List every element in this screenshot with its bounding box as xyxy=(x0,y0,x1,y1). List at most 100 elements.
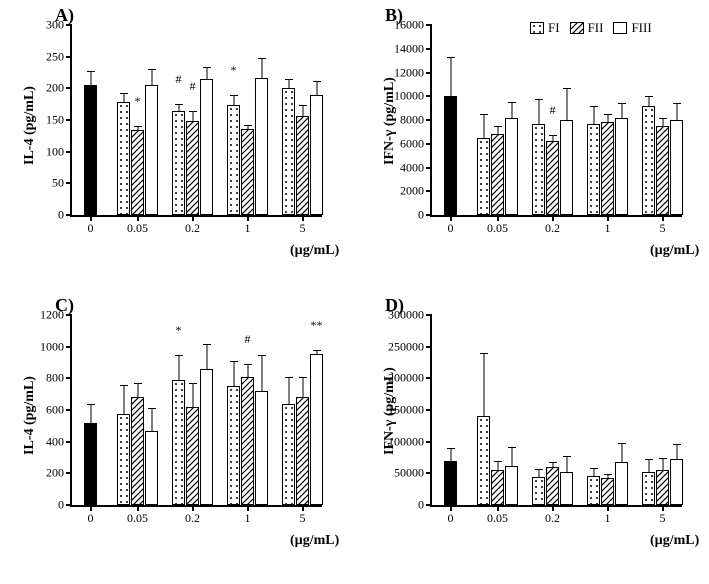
error-bar xyxy=(123,93,124,102)
error-bar xyxy=(662,458,663,471)
x-tick-label: 0.05 xyxy=(487,505,508,526)
y-tick-label: 1000 xyxy=(40,339,72,354)
error-cap xyxy=(480,353,488,354)
bar xyxy=(656,470,669,505)
error-bar xyxy=(593,106,594,124)
x-tick-label: 5 xyxy=(660,215,666,236)
error-cap xyxy=(189,111,197,112)
y-tick-label: 2000 xyxy=(400,184,432,199)
bar xyxy=(131,130,144,215)
bar xyxy=(560,472,573,505)
error-cap xyxy=(563,88,571,89)
error-bar xyxy=(566,456,567,472)
error-bar xyxy=(192,111,193,121)
error-bar xyxy=(621,103,622,117)
error-cap xyxy=(535,99,543,100)
bar xyxy=(200,369,213,505)
bar xyxy=(601,122,614,215)
bar xyxy=(546,141,559,215)
significance-mark: # xyxy=(190,79,196,94)
x-tick-label: 0 xyxy=(88,215,94,236)
bar xyxy=(670,459,683,505)
bar xyxy=(117,102,130,215)
bar xyxy=(186,121,199,215)
y-tick-label: 100 xyxy=(46,144,72,159)
y-tick-label: 14000 xyxy=(394,41,432,56)
bar xyxy=(505,466,518,505)
y-tick-label: 0 xyxy=(418,498,432,513)
error-bar xyxy=(566,88,567,120)
error-cap xyxy=(134,126,142,127)
y-tick-label: 800 xyxy=(46,371,72,386)
error-bar xyxy=(483,353,484,416)
error-bar xyxy=(302,105,303,116)
error-bar xyxy=(123,385,124,414)
error-cap xyxy=(604,114,612,115)
bar xyxy=(186,407,199,505)
y-tick-label: 50 xyxy=(52,176,72,191)
error-cap xyxy=(549,135,557,136)
significance-mark: * xyxy=(231,63,237,78)
error-cap xyxy=(120,93,128,94)
bar xyxy=(656,126,669,215)
error-bar xyxy=(662,118,663,126)
bar xyxy=(145,85,158,215)
legend-swatch xyxy=(613,22,627,34)
error-cap xyxy=(148,69,156,70)
bar xyxy=(560,120,573,215)
error-bar xyxy=(261,355,262,391)
error-cap xyxy=(549,462,557,463)
error-cap xyxy=(244,125,252,126)
bar xyxy=(642,106,655,215)
y-tick-label: 12000 xyxy=(394,65,432,80)
error-bar xyxy=(151,408,152,430)
significance-mark: * xyxy=(176,323,182,338)
error-bar xyxy=(206,344,207,369)
y-tick-label: 600 xyxy=(46,403,72,418)
x-tick-label: 5 xyxy=(660,505,666,526)
bar xyxy=(587,476,600,505)
y-tick-label: 250000 xyxy=(388,339,432,354)
x-tick-label: 1 xyxy=(605,505,611,526)
x-tick-label: 0.05 xyxy=(127,215,148,236)
y-tick-label: 10000 xyxy=(394,89,432,104)
error-bar xyxy=(621,443,622,462)
error-cap xyxy=(120,385,128,386)
error-cap xyxy=(134,383,142,384)
bar xyxy=(255,391,268,505)
error-cap xyxy=(480,114,488,115)
error-cap xyxy=(447,448,455,449)
bar xyxy=(117,414,130,505)
y-tick-label: 0 xyxy=(58,498,72,513)
bar xyxy=(282,88,295,215)
significance-mark: ** xyxy=(311,318,323,333)
y-tick-label: 400 xyxy=(46,434,72,449)
error-cap xyxy=(258,58,266,59)
significance-mark: * xyxy=(135,94,141,109)
x-tick-label: 0 xyxy=(448,215,454,236)
error-bar xyxy=(648,459,649,472)
x-tick-label: 0.05 xyxy=(127,505,148,526)
x-axis-unit-d: (µg/mL) xyxy=(650,533,699,549)
error-cap xyxy=(175,355,183,356)
error-cap xyxy=(189,383,197,384)
bar xyxy=(670,120,683,215)
y-tick-label: 300 xyxy=(46,18,72,33)
bar xyxy=(227,386,240,505)
y-tick-label: 6000 xyxy=(400,136,432,151)
bar xyxy=(172,111,185,215)
error-bar xyxy=(90,404,91,423)
x-tick-label: 0 xyxy=(448,505,454,526)
error-cap xyxy=(313,81,321,82)
error-bar xyxy=(511,102,512,117)
error-cap xyxy=(618,103,626,104)
figure: A)0501001502002503000*0.05##0.2*15IL-4 (… xyxy=(0,0,709,584)
error-bar xyxy=(538,99,539,124)
error-cap xyxy=(244,364,252,365)
x-tick-label: 5 xyxy=(300,505,306,526)
error-bar xyxy=(316,81,317,95)
plot-area-a: 0501001502002503000*0.05##0.2*15 xyxy=(70,25,322,217)
bar xyxy=(145,431,158,505)
error-cap xyxy=(313,350,321,351)
y-tick-label: 0 xyxy=(58,208,72,223)
